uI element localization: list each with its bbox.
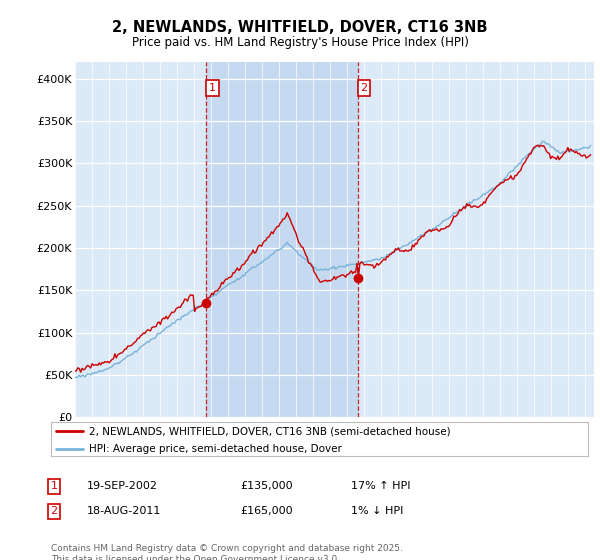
Text: 2, NEWLANDS, WHITFIELD, DOVER, CT16 3NB: 2, NEWLANDS, WHITFIELD, DOVER, CT16 3NB <box>112 20 488 35</box>
Text: Price paid vs. HM Land Registry's House Price Index (HPI): Price paid vs. HM Land Registry's House … <box>131 36 469 49</box>
Text: 19-SEP-2002: 19-SEP-2002 <box>87 481 158 491</box>
Text: 2, NEWLANDS, WHITFIELD, DOVER, CT16 3NB (semi-detached house): 2, NEWLANDS, WHITFIELD, DOVER, CT16 3NB … <box>89 426 450 436</box>
Text: £135,000: £135,000 <box>240 481 293 491</box>
Text: HPI: Average price, semi-detached house, Dover: HPI: Average price, semi-detached house,… <box>89 444 341 454</box>
Text: 1: 1 <box>50 481 58 491</box>
Bar <box>206 62 358 417</box>
Text: 17% ↑ HPI: 17% ↑ HPI <box>351 481 410 491</box>
Text: 1: 1 <box>209 83 216 93</box>
Text: £165,000: £165,000 <box>240 506 293 516</box>
Text: 2: 2 <box>361 83 367 93</box>
Text: 18-AUG-2011: 18-AUG-2011 <box>87 506 161 516</box>
Text: 2: 2 <box>50 506 58 516</box>
Text: Contains HM Land Registry data © Crown copyright and database right 2025.
This d: Contains HM Land Registry data © Crown c… <box>51 544 403 560</box>
Text: 1% ↓ HPI: 1% ↓ HPI <box>351 506 403 516</box>
